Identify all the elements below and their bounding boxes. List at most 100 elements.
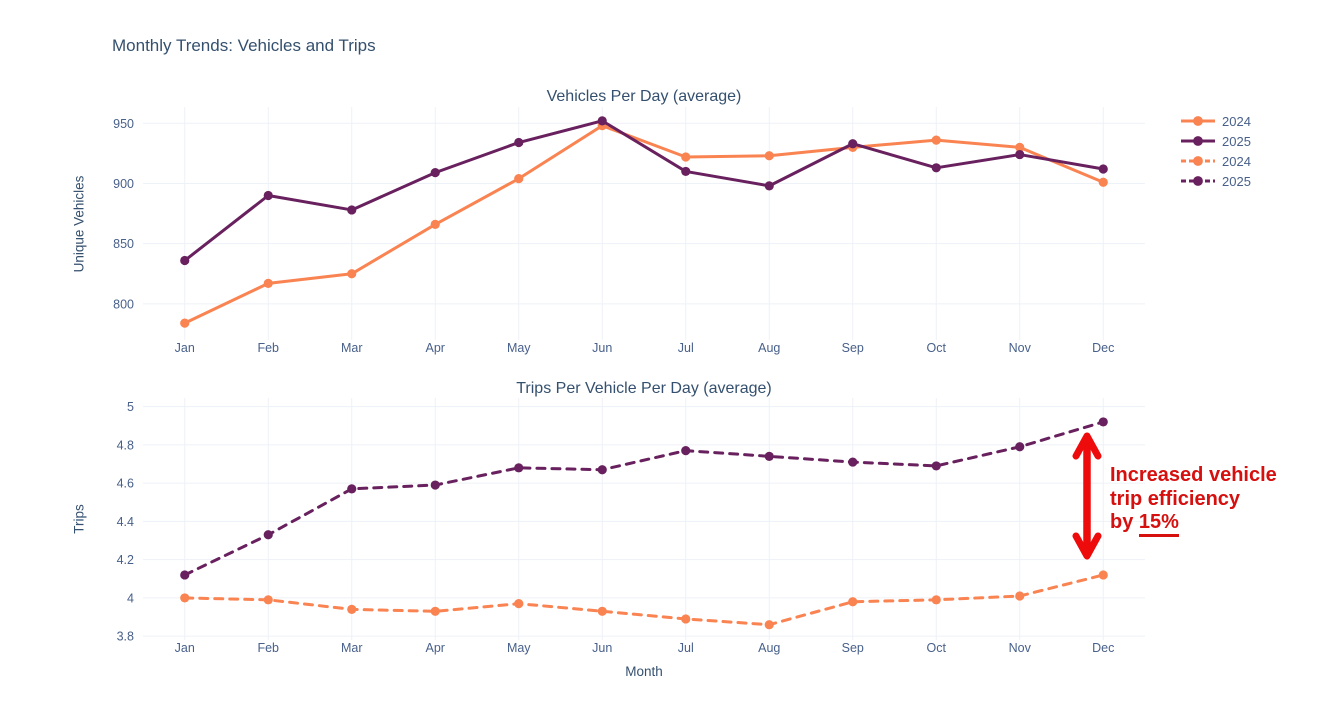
series-line-2025 — [183, 119, 1105, 263]
x-tick-label: Jul — [678, 641, 694, 655]
efficiency-annotation: Increased vehicle trip efficiency by 15% — [1110, 464, 1332, 538]
figure-title: Monthly Trends: Vehicles and Trips — [112, 36, 376, 55]
x-tick-label: Mar — [341, 641, 363, 655]
x-tick-label: Jun — [592, 641, 612, 655]
x-tick-label: Jun — [592, 341, 612, 355]
legend-line-purple-dashed-icon — [1181, 176, 1215, 186]
data-point-2025 — [263, 190, 273, 201]
y-tick-label: 900 — [113, 177, 134, 191]
data-point-2025 — [681, 166, 691, 177]
x-tick-label: Feb — [257, 341, 279, 355]
y-tick-label: 4.4 — [117, 515, 134, 529]
x-tick-label: Oct — [927, 341, 947, 355]
data-point-2024 — [1015, 591, 1025, 601]
data-point-2025 — [430, 480, 440, 490]
data-point-2025 — [514, 463, 524, 473]
data-point-2024 — [430, 606, 440, 616]
data-point-2024 — [514, 599, 524, 609]
x-axis-title-month: Month — [625, 664, 663, 679]
data-point-2024 — [848, 597, 858, 607]
x-tick-label: Mar — [341, 341, 363, 355]
data-point-2024 — [430, 219, 440, 230]
y-tick-label: 850 — [113, 237, 134, 251]
legend-item-vehicles-2025[interactable]: 2025 — [1180, 131, 1251, 151]
data-point-2025 — [764, 451, 774, 461]
x-tick-label: May — [507, 341, 531, 355]
annotation-line-3: by — [1110, 511, 1139, 534]
data-point-2024 — [1098, 570, 1108, 580]
x-tick-label: Nov — [1009, 641, 1032, 655]
legend-label: 2025 — [1222, 133, 1251, 149]
data-point-2024 — [180, 593, 190, 603]
x-tick-label: Aug — [758, 641, 780, 655]
data-point-2025 — [931, 163, 941, 173]
data-point-2024 — [347, 604, 357, 614]
double-arrow-icon — [1072, 432, 1102, 560]
data-point-2024 — [180, 318, 190, 328]
y-tick-label: 4 — [127, 591, 134, 605]
x-tick-label: Dec — [1092, 641, 1114, 655]
x-tick-label: Oct — [927, 641, 947, 655]
data-point-2025 — [514, 137, 524, 148]
legend: 2024 2025 2024 2025 — [1180, 111, 1251, 191]
data-point-2024 — [347, 269, 357, 279]
y-tick-label: 4.8 — [117, 438, 134, 452]
series-line-2024 — [183, 573, 1105, 627]
data-point-2025 — [180, 570, 190, 580]
data-point-2025 — [180, 255, 190, 266]
data-point-2025 — [848, 139, 858, 149]
data-point-2025 — [597, 116, 607, 126]
y-tick-label: 4.6 — [117, 477, 134, 491]
data-point-2025 — [931, 461, 941, 471]
data-point-2025 — [263, 530, 273, 540]
data-point-2025 — [347, 484, 357, 494]
series-line-2025 — [183, 420, 1105, 577]
y-tick-label: 3.8 — [117, 630, 134, 644]
x-tick-label: Dec — [1092, 341, 1114, 355]
data-point-2025 — [1015, 149, 1025, 160]
data-point-2024 — [764, 620, 774, 630]
data-point-2024 — [681, 152, 691, 162]
data-point-2025 — [764, 181, 774, 191]
data-point-2025 — [597, 465, 607, 475]
subplot-title-trips: Trips Per Vehicle Per Day (average) — [516, 380, 772, 397]
legend-item-trips-2025[interactable]: 2025 — [1180, 171, 1251, 191]
series-line-2024 — [183, 124, 1105, 325]
x-tick-label: Jul — [678, 341, 694, 355]
x-tick-label: Apr — [426, 341, 445, 355]
data-point-2025 — [430, 168, 440, 178]
data-point-2024 — [1015, 142, 1025, 152]
legend-line-orange-solid-icon — [1181, 116, 1215, 126]
data-point-2025 — [681, 446, 691, 456]
legend-label: 2024 — [1222, 113, 1251, 129]
data-point-2024 — [681, 614, 691, 624]
data-point-2024 — [931, 135, 941, 145]
data-point-2024 — [764, 151, 774, 161]
x-tick-label: Sep — [842, 641, 864, 655]
legend-line-orange-dashed-icon — [1181, 156, 1215, 166]
data-point-2024 — [263, 278, 273, 289]
legend-label: 2025 — [1222, 173, 1251, 189]
data-point-2025 — [347, 205, 357, 215]
y-tick-label: 800 — [113, 297, 134, 311]
data-point-2024 — [1098, 177, 1108, 187]
annotation-line-1: Increased vehicle — [1110, 464, 1277, 486]
data-point-2025 — [1098, 417, 1108, 427]
data-point-2024 — [931, 595, 941, 605]
annotation-percent: 15% — [1138, 511, 1179, 538]
data-point-2025 — [1015, 442, 1025, 452]
legend-item-vehicles-2024[interactable]: 2024 — [1180, 111, 1251, 131]
y-tick-label: 4.2 — [117, 553, 134, 567]
data-point-2024 — [263, 595, 273, 605]
legend-label: 2024 — [1222, 153, 1251, 169]
x-tick-label: Jan — [175, 641, 195, 655]
data-point-2024 — [514, 174, 524, 184]
x-tick-label: Aug — [758, 341, 780, 355]
data-point-2025 — [1098, 164, 1108, 174]
subplot-title-vehicles: Vehicles Per Day (average) — [546, 88, 742, 105]
data-point-2024 — [597, 606, 607, 616]
legend-item-trips-2024[interactable]: 2024 — [1180, 151, 1251, 171]
x-tick-label: Sep — [842, 341, 864, 355]
